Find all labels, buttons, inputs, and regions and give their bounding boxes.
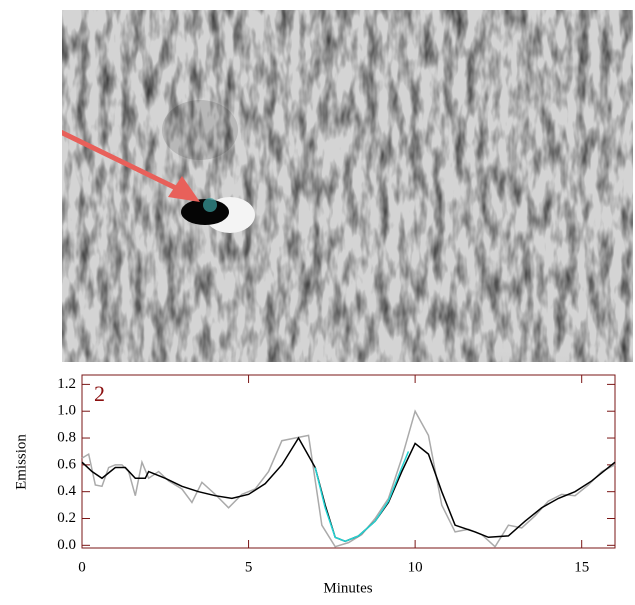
x-tick-label: 15 <box>574 559 589 575</box>
line <box>81 409 616 548</box>
y-tick-label: 0.8 <box>57 429 76 445</box>
line <box>81 436 616 543</box>
plot-frame <box>81 374 616 549</box>
y-tick-label: 0.6 <box>57 456 76 472</box>
y-tick-label: 0.4 <box>57 483 76 499</box>
x-tick-label: 5 <box>245 559 253 575</box>
y-tick-label: 0.0 <box>57 537 76 553</box>
panel-label: 2 <box>94 381 105 406</box>
x-axis-label: Minutes <box>323 580 372 596</box>
y-tick-label: 1.0 <box>57 403 76 419</box>
y-tick-label: 1.2 <box>57 376 76 392</box>
line <box>314 451 410 543</box>
x-tick-label: 10 <box>408 559 423 575</box>
y-tick-label: 0.2 <box>57 510 76 526</box>
solar-image <box>62 10 633 362</box>
y-axis-label: Emission <box>13 434 29 490</box>
x-tick-label: 0 <box>78 559 86 575</box>
